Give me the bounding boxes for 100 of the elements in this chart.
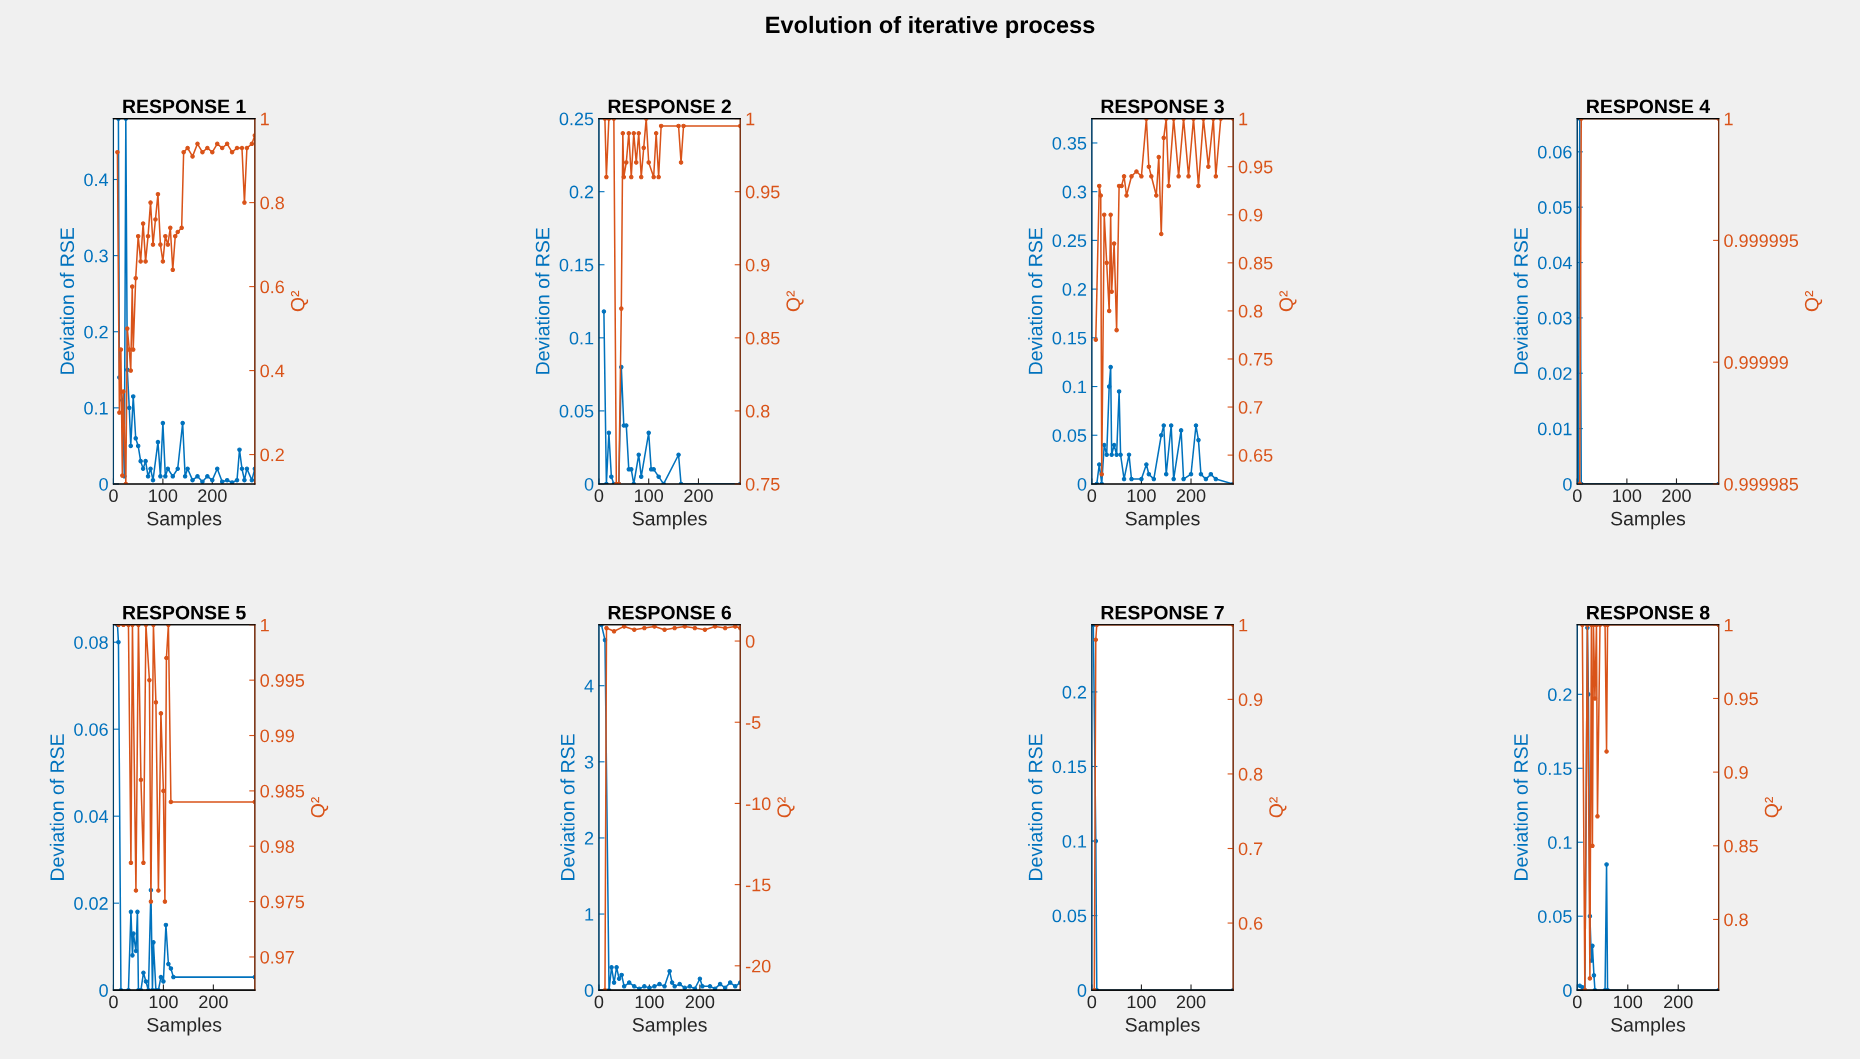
y-tick-label: 1 [585,908,594,921]
y-tick-label: 0.2 [1062,685,1087,699]
y-tick-label: 0 [99,984,108,997]
chart-title: RESPONSE 5 [123,605,246,620]
x-tick-label: 100 [1127,995,1156,1009]
y2-tick-label: -5 [745,716,761,729]
y2-axis-title: Q² [786,290,804,312]
y-tick-label: 0 [584,477,594,491]
y2-tick-label: 0.9 [1238,693,1263,707]
y-axis-title: Deviation of RSE [1028,734,1043,880]
y-tick-label: 0.2 [569,185,594,199]
y-tick-label: 0.2 [84,325,108,339]
y2-tick-label: 1 [1724,112,1733,126]
y2-tick-label: 0.9 [1238,208,1263,222]
chart-title: RESPONSE 6 [608,605,732,620]
y-tick-label: 0.05 [559,404,594,418]
y2-tick-label: 1 [261,618,269,632]
chart-title: RESPONSE 3 [1101,99,1224,114]
y-tick-label: 0 [584,984,594,997]
y2-axis-title: Q² [310,797,329,818]
y2-tick-label: 0.4 [260,364,285,378]
y-tick-label: 0.04 [1537,256,1572,270]
y-tick-label: 0.15 [1537,762,1572,776]
x-axis-title: Samples [147,511,222,530]
x-tick-label: 200 [198,489,227,503]
x-tick-label: 100 [149,489,178,503]
y2-tick-label: -15 [745,878,771,892]
y-tick-label: 0.15 [1052,760,1087,774]
y2-tick-label: 0.98 [260,840,295,853]
y-tick-label: 4 [584,679,594,693]
y-tick-label: 0 [1563,477,1572,491]
y2-tick-label: 0.7 [1238,842,1263,856]
y2-tick-label: 0.99 [260,729,294,743]
y2-axis-title: Q² [1269,797,1287,818]
x-tick-label: 0 [1087,995,1097,1009]
y-tick-label: 3 [584,755,594,769]
y-tick-label: 0.02 [74,897,108,910]
text: Evolution of iterative process [766,15,1095,38]
chart-title: RESPONSE 8 [1587,605,1710,620]
y-axis-title: Deviation of RSE [560,734,575,880]
y2-tick-label: 0.975 [260,895,305,909]
y-tick-label: 0.2 [1548,688,1572,702]
x-tick-label: 100 [1127,489,1156,503]
x-tick-label: 100 [635,995,664,1009]
y2-tick-label: -10 [745,797,771,811]
y-tick-label: 0 [99,477,108,491]
y2-tick-label: 0.9 [1724,766,1748,779]
y-axis-title: Deviation of RSE [49,734,65,880]
y-tick-label: 0 [1077,984,1087,997]
x-tick-label: 200 [1664,995,1693,1009]
y2-tick-label: 0.85 [1724,839,1758,853]
y-tick-label: 0.05 [1052,429,1087,442]
y-tick-label: 0.1 [1548,836,1572,849]
y-tick-label: 0.02 [1537,367,1572,380]
y-tick-label: 0.08 [74,636,108,649]
y2-tick-label: 0.8 [1724,913,1748,927]
y2-tick-label: 0.99999 [1724,356,1788,369]
y-tick-label: 2 [584,831,594,845]
chart-title: RESPONSE 2 [608,99,731,114]
x-tick-label: 200 [1176,489,1206,503]
y-tick-label: 0.25 [559,112,594,126]
x-tick-label: 0 [1572,489,1582,503]
y-axis-title: Deviation of RSE [535,228,550,374]
y2-tick-label: 0.95 [1238,160,1273,174]
x-axis-title: Samples [1611,1017,1686,1036]
y-tick-label: 0.05 [1537,910,1572,923]
x-axis-title: Samples [1125,511,1200,530]
y-tick-label: 0.05 [1052,909,1087,923]
y2-tick-label: 0.985 [260,784,305,798]
y2-tick-label: 0.75 [745,477,780,491]
x-tick-label: 0 [109,995,118,1009]
y-tick-label: 0.01 [1537,422,1572,436]
x-axis-title: Samples [632,1017,707,1036]
y2-tick-label: 0.8 [745,404,770,418]
x-tick-label: 0 [1087,489,1097,503]
y2-axis-title: Q² [777,797,795,818]
chart-title: RESPONSE 1 [123,99,246,114]
y2-axis-title: Q² [1804,290,1823,312]
y-tick-label: 0.1 [569,331,594,345]
x-tick-label: 100 [149,995,178,1009]
y-tick-label: 0.15 [1052,331,1087,345]
y2-tick-label: 0.95 [1724,692,1758,706]
y2-tick-label: 1 [1239,112,1248,126]
y2-tick-label: 0.95 [745,185,780,199]
y-tick-label: 0.35 [1052,136,1087,150]
y-tick-label: 0.25 [1052,234,1087,248]
x-tick-label: 200 [685,995,715,1009]
y-tick-label: 0.1 [84,401,108,415]
y2-axis-title: Q² [290,290,309,312]
x-tick-label: 0 [1572,995,1582,1009]
y-tick-label: 0.3 [1062,185,1087,199]
y2-tick-label: 0.6 [1238,916,1263,930]
y2-tick-label: 0.995 [260,674,305,687]
y2-tick-label: 0.97 [260,950,294,964]
y-tick-label: 0.05 [1537,201,1572,214]
y-axis-title: Deviation of RSE [1028,228,1043,374]
y-tick-label: 0 [1563,984,1572,997]
y2-tick-label: 0.8 [260,196,284,210]
x-tick-label: 200 [199,995,228,1009]
y2-axis-title: Q² [1764,797,1782,818]
